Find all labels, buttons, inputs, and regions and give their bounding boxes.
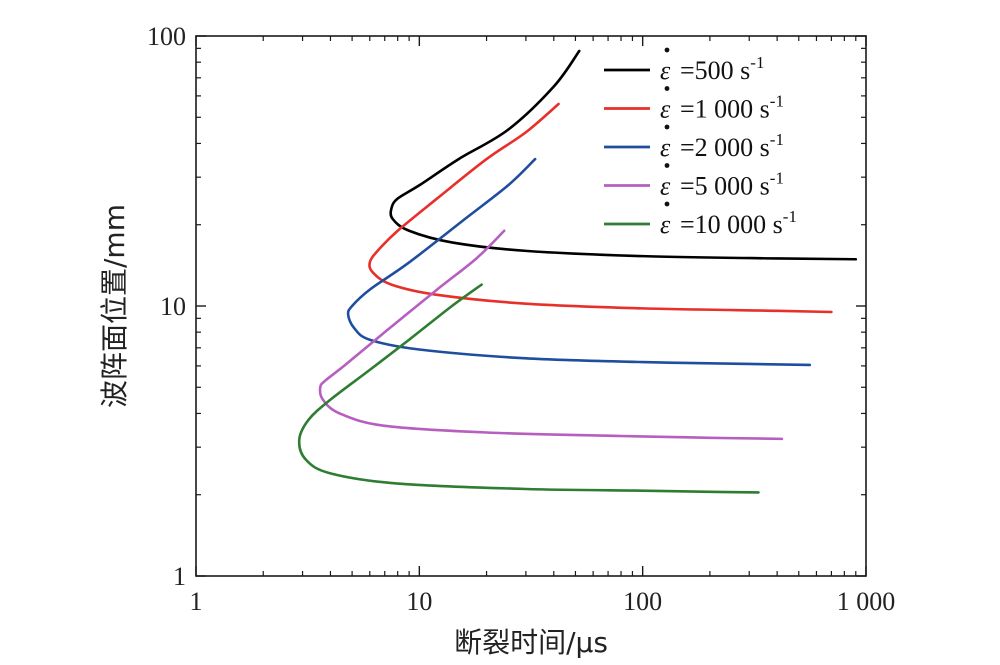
series-line <box>368 102 833 314</box>
series-line <box>346 157 812 367</box>
x-tick-label: 1 000 <box>837 587 896 616</box>
y-tick-label: 10 <box>160 292 186 321</box>
x-axis-title: 断裂时间/μs <box>454 626 608 659</box>
legend-symbol: ε <box>660 95 671 124</box>
legend-dot <box>664 163 670 168</box>
series-line <box>318 229 784 441</box>
legend-dot <box>664 47 670 53</box>
series-layer <box>297 49 858 494</box>
legend-dot <box>664 201 670 207</box>
legend-symbol: ε <box>660 172 671 201</box>
series-line <box>297 283 760 494</box>
x-tick-label: 100 <box>623 587 662 616</box>
legend: ε =500 s-1 ε =1 000 s-1 ε =2 000 s-1 ε =5 000 s… <box>604 47 797 239</box>
legend-label: =10 000 s-1 <box>680 207 797 239</box>
legend-symbol: ε <box>660 210 671 239</box>
y-tick-label: 100 <box>147 22 186 51</box>
legend-label: =500 s-1 <box>680 53 764 85</box>
y-tick-label: 1 <box>173 562 186 591</box>
axis-ticks: 1 10 100 1 000 1 10 100 <box>147 22 895 616</box>
x-tick-label: 1 <box>190 587 203 616</box>
legend-symbol: ε <box>660 133 671 162</box>
series-line <box>389 49 858 261</box>
legend-symbol: ε <box>660 56 671 85</box>
y-axis-title: 波阵面位置/mm <box>98 204 131 408</box>
legend-label: =5 000 s-1 <box>680 169 784 201</box>
legend-label: =1 000 s-1 <box>680 92 784 124</box>
legend-dot <box>664 86 670 91</box>
x-tick-label: 10 <box>406 587 432 616</box>
legend-label: =2 000 s-1 <box>680 130 784 162</box>
legend-dot <box>664 124 670 130</box>
